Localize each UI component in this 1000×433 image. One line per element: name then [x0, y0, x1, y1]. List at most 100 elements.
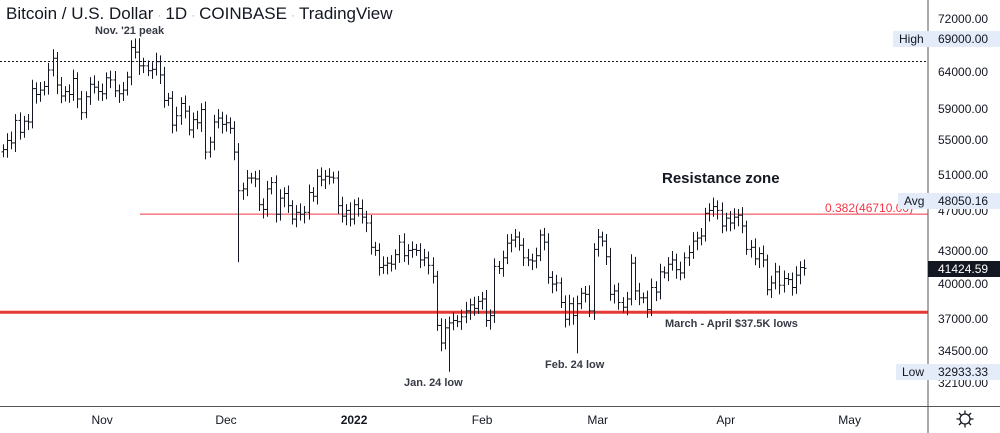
ohlc-bar: [740, 207, 745, 234]
ohlc-bar: [521, 238, 526, 267]
ohlc-bar: [790, 272, 795, 296]
ohlc-bar: [621, 297, 626, 313]
price-tick-label: 43000.00: [938, 244, 989, 259]
ohlc-bar: [666, 257, 671, 282]
fib-level-label: 0.382(46710.00): [825, 201, 914, 215]
ohlc-bar: [687, 245, 692, 267]
ohlc-bar: [108, 70, 113, 89]
ohlc-bar: [327, 168, 332, 185]
time-tick-label: 2022: [340, 413, 368, 427]
ohlc-bar: [476, 295, 481, 314]
ohlc-bar: [336, 170, 341, 214]
ohlc-bar: [191, 112, 196, 139]
ohlc-bar: [455, 315, 460, 328]
ohlc-bar: [426, 251, 431, 275]
ohlc-bar: [612, 284, 617, 304]
low-tag-value: 32933.33: [930, 364, 1000, 380]
ohlc-bar: [645, 290, 650, 318]
price-tick-label: 34500.00: [938, 343, 989, 358]
ohlc-bar: [195, 110, 200, 130]
ohlc-bar: [744, 220, 749, 255]
ohlc-bar: [488, 309, 493, 330]
ohlc-bar: [232, 121, 237, 161]
ohlc-bar: [9, 131, 14, 150]
ohlc-bar: [393, 249, 398, 270]
annotation-jan-low: Jan. 24 low: [404, 377, 463, 389]
ohlc-bar: [104, 72, 109, 100]
ohlc-bar: [63, 86, 68, 102]
ohlc-bar: [278, 189, 283, 221]
ohlc-bar: [802, 259, 807, 276]
ohlc-bar: [203, 101, 208, 160]
price-tick-label: 40000.00: [938, 277, 989, 292]
ohlc-bar: [311, 187, 316, 202]
ohlc-bar: [174, 106, 179, 132]
ohlc-bar: [236, 143, 241, 263]
ohlc-bar: [695, 231, 700, 251]
ohlc-bar: [736, 208, 741, 227]
ohlc-bar: [302, 206, 307, 224]
ohlc-bar: [662, 266, 667, 279]
ohlc-bar: [472, 296, 477, 316]
ohlc-bar: [294, 205, 299, 228]
interval[interactable]: 1D: [165, 4, 188, 23]
ohlc-bar: [331, 171, 336, 184]
chart-title: Bitcoin / U.S. Dollar · 1D · COINBASE · Tradin…: [6, 4, 393, 23]
ohlc-bar: [649, 278, 654, 316]
ohlc-bar: [158, 55, 163, 85]
ohlc-bar: [575, 295, 580, 354]
avg-tag-value: 48050.16: [930, 193, 1000, 209]
ohlc-bar: [129, 40, 134, 86]
ohlc-bar: [216, 109, 221, 129]
ohlc-bar: [356, 197, 361, 217]
ohlc-bar: [629, 254, 634, 306]
ohlc-bar: [749, 240, 754, 258]
ohlc-bar: [88, 77, 93, 105]
ohlc-bar: [269, 177, 274, 195]
ohlc-bar: [410, 241, 415, 258]
ohlc-bar: [133, 38, 138, 59]
settings-gear-icon[interactable]: [955, 409, 975, 429]
ohlc-bar: [55, 51, 60, 95]
ohlc-bar: [761, 245, 766, 268]
ohlc-bar: [170, 91, 175, 134]
ohlc-bar: [654, 281, 659, 302]
ohlc-bar: [389, 255, 394, 272]
ohlc-bar: [187, 105, 192, 136]
ohlc-bar: [451, 312, 456, 331]
ohlc-bar: [794, 266, 799, 294]
ohlc-bar: [46, 62, 51, 95]
ohlc-bar: [608, 247, 613, 301]
ohlc-bar: [199, 103, 204, 132]
ohlc-bar: [678, 261, 683, 281]
ohlc-bar: [373, 241, 378, 256]
ohlc-bar: [550, 271, 555, 294]
source: TradingView: [298, 4, 393, 23]
ohlc-bar: [162, 66, 167, 108]
ohlc-bar: [179, 97, 184, 125]
ohlc-bar: [352, 199, 357, 225]
ohlc-bar: [22, 115, 27, 138]
ohlc-bar: [571, 297, 576, 325]
price-tick-label: 59000.00: [938, 101, 989, 116]
ohlc-bar: [633, 256, 638, 301]
time-tick-label: Mar: [587, 413, 609, 427]
ohlc-bar: [530, 253, 535, 271]
ohlc-bar: [92, 75, 97, 94]
ohlc-bar: [484, 290, 489, 327]
ohlc-bar: [782, 270, 787, 293]
ohlc-bar: [75, 72, 80, 109]
ohlc-bar: [42, 81, 47, 96]
price-tick-label: 37000.00: [938, 312, 989, 327]
ohlc-bar: [241, 182, 246, 200]
ohlc-bar: [798, 261, 803, 285]
ohlc-bar: [596, 228, 601, 257]
ohlc-bar: [600, 231, 605, 247]
high-tag-label: High: [893, 31, 930, 47]
ohlc-bar: [1, 144, 6, 158]
low-tag-label: Low: [896, 364, 931, 380]
ohlc-bar: [208, 136, 213, 158]
time-tick-label: Dec: [215, 413, 237, 427]
ohlc-bar: [513, 228, 518, 248]
